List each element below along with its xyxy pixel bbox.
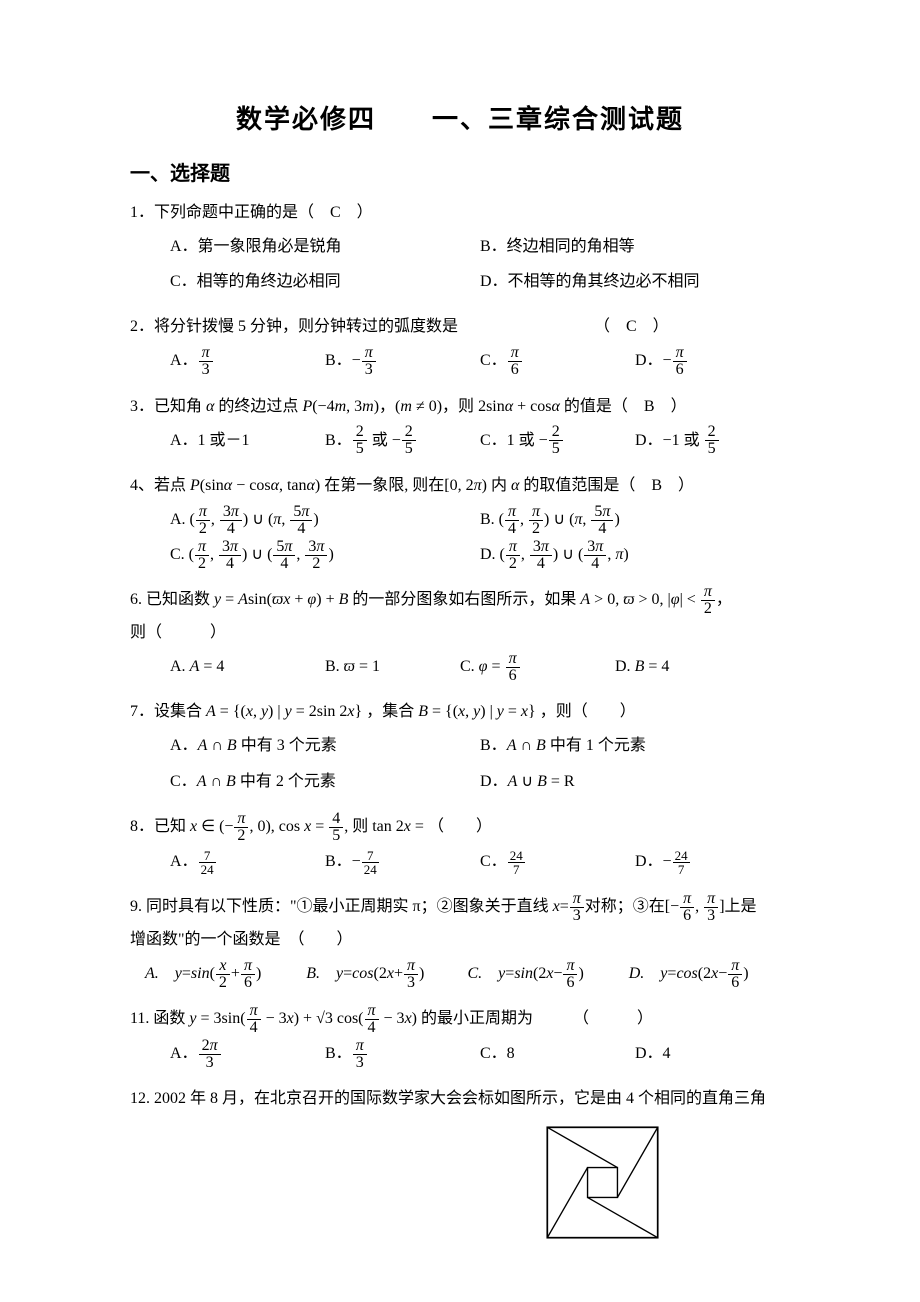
question-9: 9. 同时具有以下性质："①最小正周期实 π；②图象关于直线 x=π3对称；③在… [130,891,790,991]
q3-stem: 3．已知角 α 的终边过点 P(−4m, 3m)，(m ≠ 0)，则 2sinα… [130,391,790,423]
q4-opt-b: B. (π4, π2) ∪ (π, 5π4) [480,502,790,537]
q6-opt-d: D. B = 4 [615,649,770,684]
q2-opt-c: C．π6 [480,343,635,378]
q11-stem-pre: 11. 函数 [130,1010,185,1027]
question-6: 6. 已知函数 y = Asin(ϖx + φ) + B 的一部分图象如右图所示… [130,584,790,684]
q7-stem-end: ，则（ ） [540,703,636,720]
q3-opt-a: A．1 或－1 [170,423,325,458]
q6-stem-pre: 6. 已知函数 [130,591,210,608]
q2-opt-a: A．π3 [170,343,325,378]
q7-opt-d: D．A ∪ B = R [480,764,790,799]
q9-stem-mid: 对称；③在[ [585,898,670,915]
q3-opt-b: B．25 或 −25 [325,423,480,458]
q9-stem-end: ]上是 [719,898,756,915]
q6-stem: 6. 已知函数 y = Asin(ϖx + φ) + B 的一部分图象如右图所示… [130,584,790,617]
q8-opt-d: D．−247 [635,844,790,879]
q4-opt-a: A. (π2, 3π4) ∪ (π, 5π4) [170,502,480,537]
q4-stem-end: 的取值范围是（ B ） [523,477,694,494]
q8-options: A．724 B．−724 C．247 D．−247 [130,844,790,879]
q6-opt-c: C. φ = π6 [460,649,615,684]
question-12: 12. 2002 年 8 月，在北京召开的国际数学家大会会标如图所示，它是由 4… [130,1083,790,1115]
question-4: 4、若点 P(sinα − cosα, tanα) 在第一象限, 则在[0, 2… [130,470,790,572]
page-title: 数学必修四 一、三章综合测试题 [130,100,790,139]
q1-options: A．第一象限角必是锐角 B．终边相同的角相等 C．相等的角终边必相同 D．不相等… [130,229,790,299]
q8-stem-end: （ ） [428,818,492,835]
q7-stem: 7．设集合 A = {(x, y) | y = 2sin 2x} ，集合 B =… [130,696,790,728]
icm-logo-icon [545,1125,660,1240]
q6-stem-mid: 的一部分图象如右图所示，如果 [352,591,576,608]
question-11: 11. 函数 y = 3sin(π4 − 3x) + √3 cos(π4 − 3… [130,1003,790,1071]
q11-stem: 11. 函数 y = 3sin(π4 − 3x) + √3 cos(π4 − 3… [130,1003,790,1036]
q4-opt-d: D. (π2, 3π4) ∪ (3π4, π) [480,537,790,572]
q1-opt-d: D．不相等的角其终边必不相同 [480,264,790,299]
q6-then: 则（ ） [130,617,790,649]
q7-stem-pre: 7．设集合 [130,703,202,720]
q8-stem-pre: 8．已知 [130,818,186,835]
q9-opt-b: B. y=cos(2x+π3) [306,956,467,991]
q4-opt-c: C. (π2, 3π4) ∪ (5π4, 3π2) [170,537,480,572]
question-7: 7．设集合 A = {(x, y) | y = 2sin 2x} ，集合 B =… [130,696,790,798]
q1-opt-b: B．终边相同的角相等 [480,229,790,264]
q7c-post: 中有 2 个元素 [240,773,336,790]
q3-options: A．1 或－1 B．25 或 −25 C．1 或 −25 D．−1 或 25 [130,423,790,458]
q7d-pre: D． [480,773,508,790]
q7a-post: 中有 3 个元素 [241,737,337,754]
q12-stem: 12. 2002 年 8 月，在北京召开的国际数学家大会会标如图所示，它是由 4… [130,1083,790,1115]
q7c-pre: C． [170,773,197,790]
question-2: 2．将分针拨慢 5 分钟，则分钟转过的弧度数是 （ C ） A．π3 B．−π3… [130,311,790,378]
q1-opt-c: C．相等的角终边必相同 [170,264,480,299]
q4-stem-pre: 4、若点 [130,477,186,494]
q9-line2: 增函数"的一个函数是 （ ） [130,924,790,956]
q9-opt-a: A. y=sin(x2+π6) [145,956,306,991]
q7d-eq: = R [547,773,575,790]
q7-stem-mid: ，集合 [366,703,414,720]
q2-opt-d: D．−π6 [635,343,790,378]
q11-opt-d: D．4 [635,1036,790,1071]
q9-stem-pre: 9. 同时具有以下性质："①最小正周期实 π；②图象关于直线 [130,898,553,915]
q7b-pre: B． [480,737,507,754]
q8-stem: 8．已知 x ∈ (−π2, 0), cos x = 45, 则 tan 2x … [130,811,790,844]
q7-opt-b: B．A ∩ B 中有 1 个元素 [480,728,790,763]
q9-opt-c: C. y=sin(2x−π6) [468,956,629,991]
q7a-pre: A． [170,737,198,754]
q7b-post: 中有 1 个元素 [550,737,646,754]
question-1: 1．下列命题中正确的是（ C ） A．第一象限角必是锐角 B．终边相同的角相等 … [130,197,790,299]
q9-options: A. y=sin(x2+π6) B. y=cos(2x+π3) C. y=sin… [130,956,790,991]
q2-stem: 2．将分针拨慢 5 分钟，则分钟转过的弧度数是 （ C ） [130,311,790,343]
q6-opt-b: B. ϖ = 1 [325,649,480,684]
q3-opt-c: C．1 或 −25 [480,423,635,458]
q3-stem-mid2: ，则 [442,398,474,415]
q4-stem: 4、若点 P(sinα − cosα, tanα) 在第一象限, 则在[0, 2… [130,470,790,502]
section-1-header: 一、选择题 [130,159,790,189]
q8-opt-a: A．724 [170,844,325,879]
q11-opt-a: A．2π3 [170,1036,325,1071]
q7-options: A．A ∩ B 中有 3 个元素 B．A ∩ B 中有 1 个元素 C．A ∩ … [130,728,790,798]
question-3: 3．已知角 α 的终边过点 P(−4m, 3m)，(m ≠ 0)，则 2sinα… [130,391,790,458]
q4-stem-mid: 在第一象限, 则在 [324,477,444,494]
q8-opt-c: C．247 [480,844,635,879]
question-8: 8．已知 x ∈ (−π2, 0), cos x = 45, 则 tan 2x … [130,811,790,879]
q1-opt-a: A．第一象限角必是锐角 [170,229,480,264]
q11-opt-c: C．8 [480,1036,635,1071]
q7-opt-a: A．A ∩ B 中有 3 个元素 [170,728,480,763]
q2-opt-b: B．−π3 [325,343,480,378]
q11-stem-end: 的最小正周期为 （ ） [421,1010,653,1027]
q1-stem: 1．下列命题中正确的是（ C ） [130,197,790,229]
q6-options: A. A = 4 B. ϖ = 1 C. φ = π6 D. B = 4 [130,649,790,684]
q9-stem: 9. 同时具有以下性质："①最小正周期实 π；②图象关于直线 x=π3对称；③在… [130,891,790,924]
q7-opt-c: C．A ∩ B 中有 2 个元素 [170,764,480,799]
q4-options: A. (π2, 3π4) ∪ (π, 5π4) B. (π4, π2) ∪ (π… [130,502,790,572]
q8-opt-b: B．−724 [325,844,480,879]
q11-options: A．2π3 B．π3 C．8 D．4 [130,1036,790,1071]
q2-options: A．π3 B．−π3 C．π6 D．−π6 [130,343,790,378]
q11-opt-b: B．π3 [325,1036,480,1071]
q3-stem-end: 的值是（ B ） [564,398,687,415]
q3-stem-pre: 3．已知角 [130,398,202,415]
q9-opt-d: D. y=cos(2x−π6) [629,956,790,991]
q6-opt-a: A. A = 4 [170,649,325,684]
q3-stem-mid: 的终边过点 [218,398,298,415]
q3-opt-d: D．−1 或 25 [635,423,790,458]
